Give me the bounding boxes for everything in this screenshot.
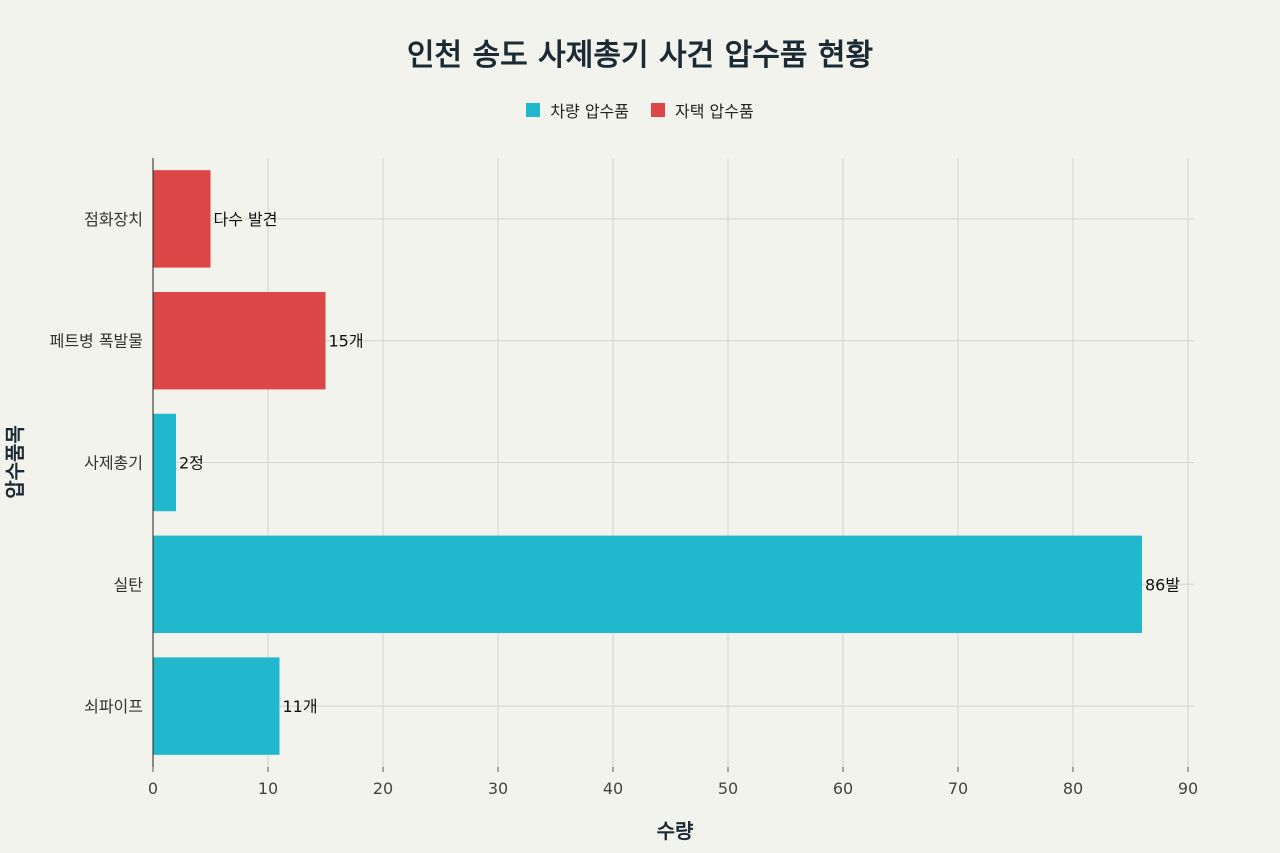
- legend-label-vehicle: 차량 압수품: [550, 102, 629, 121]
- category-label: 페트병 폭발물: [50, 332, 143, 351]
- category-label: 쇠파이프: [84, 697, 143, 716]
- x-tick-label: 50: [718, 779, 738, 798]
- category-label: 사제총기: [84, 454, 143, 473]
- bar[interactable]: [153, 170, 211, 268]
- legend-swatch-vehicle: [526, 103, 541, 117]
- legend: 차량 압수품 자택 압수품: [0, 98, 1280, 122]
- category-label: 점화장치: [84, 210, 143, 229]
- chart-title: 인천 송도 사제총기 사건 압수품 현황: [406, 38, 874, 73]
- x-tick-label: 10: [258, 779, 278, 798]
- legend-item-home[interactable]: 자택 압수품: [651, 98, 754, 122]
- data-label: 2정: [179, 454, 204, 473]
- axes: [152, 158, 1189, 772]
- grid-lines: [153, 158, 1194, 767]
- data-label: 86발: [1145, 575, 1180, 594]
- x-tick-label: 20: [373, 779, 393, 798]
- x-tick-label: 60: [833, 779, 853, 798]
- data-label: 다수 발견: [214, 210, 278, 229]
- bars: [153, 170, 1142, 755]
- x-tick-label: 0: [148, 779, 158, 798]
- bar[interactable]: [153, 413, 176, 512]
- labels: 0 10 20 30 40 50 60 70 80 90 다수 발견 점화장치 15개 페트병 폭발물 2정…: [50, 210, 1199, 798]
- legend-swatch-home: [651, 103, 665, 117]
- x-tick-label: 90: [1178, 779, 1198, 798]
- x-tick-label: 30: [488, 779, 508, 798]
- legend-label-home: 자택 압수품: [675, 102, 754, 121]
- bar[interactable]: [153, 535, 1142, 634]
- x-tick-label: 80: [1063, 779, 1083, 798]
- category-label: 실탄: [114, 575, 144, 594]
- x-tick-label: 40: [603, 779, 623, 798]
- x-tick-label: 70: [948, 779, 968, 798]
- data-label: 15개: [329, 332, 364, 351]
- legend-item-vehicle[interactable]: 차량 압수품: [526, 98, 629, 122]
- bar[interactable]: [153, 657, 280, 755]
- bar[interactable]: [153, 291, 326, 390]
- y-axis-title: 압수품목: [3, 425, 27, 499]
- data-label: 11개: [283, 697, 318, 716]
- x-axis-title: 수량: [657, 819, 694, 843]
